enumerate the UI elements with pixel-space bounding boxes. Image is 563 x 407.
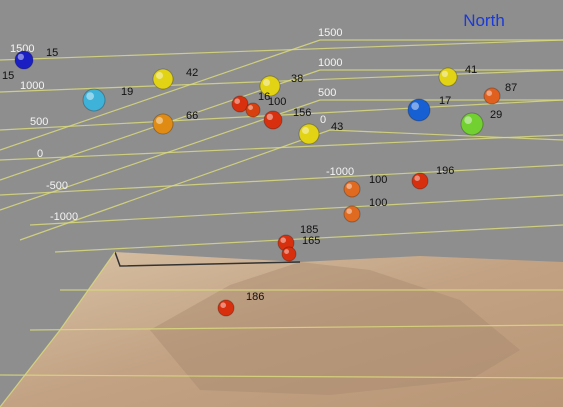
sphere-highlight (234, 98, 240, 104)
sphere-label: 165 (302, 235, 320, 247)
sphere-label: 100 (369, 174, 387, 186)
terrain-shade (150, 262, 520, 395)
sphere-highlight (17, 53, 24, 60)
elevation-label: -1000 (326, 166, 354, 178)
sphere (217, 299, 235, 317)
elevation-label: -500 (46, 180, 68, 192)
sphere (281, 246, 297, 262)
sphere-highlight (220, 302, 226, 309)
sphere-highlight (302, 127, 309, 134)
grid (0, 39, 563, 407)
sphere (82, 88, 106, 112)
sphere (298, 123, 320, 145)
sphere-label: 186 (246, 291, 264, 303)
sphere-label: 66 (186, 110, 198, 122)
elevation-label: 1000 (20, 80, 44, 92)
sphere (152, 68, 174, 90)
elevation-label: 1500 (10, 43, 34, 55)
sphere-label: 100 (268, 96, 286, 108)
sphere-label: 156 (293, 107, 311, 119)
sphere-label: 15 (46, 47, 58, 59)
sphere-label: 29 (490, 109, 502, 121)
sphere-label: 196 (436, 165, 454, 177)
sphere-highlight (266, 113, 273, 120)
sphere (231, 95, 249, 113)
sphere-label: 38 (291, 73, 303, 85)
elevation-label: -1000 (50, 211, 78, 223)
sphere (438, 67, 458, 87)
sphere-highlight (486, 90, 493, 96)
sphere (259, 75, 281, 97)
sphere-highlight (346, 208, 353, 214)
sphere-label: 42 (186, 67, 198, 79)
sphere (407, 98, 431, 122)
sphere-label: 15 (2, 70, 14, 82)
sphere-highlight (284, 249, 289, 254)
sphere (343, 205, 361, 223)
compass-label: North (463, 11, 505, 30)
sphere (343, 180, 361, 198)
sphere-label: 41 (465, 64, 477, 76)
sphere-label: 19 (121, 86, 133, 98)
elevation-label: 1500 (318, 27, 342, 39)
sphere (483, 87, 501, 105)
sphere-highlight (464, 116, 472, 124)
sphere-label: 17 (439, 95, 451, 107)
box-edge (114, 251, 301, 267)
sphere-highlight (263, 79, 270, 86)
elevation-label: 1000 (318, 57, 342, 69)
sphere (245, 102, 261, 118)
sphere (460, 112, 484, 136)
sphere-highlight (346, 183, 353, 189)
sphere-highlight (441, 70, 448, 77)
terrain (0, 252, 563, 407)
sphere-highlight (248, 105, 253, 111)
sphere-highlight (86, 92, 94, 100)
sphere (14, 50, 34, 70)
sphere-highlight (414, 175, 421, 181)
sphere-highlight (156, 72, 163, 79)
sphere (263, 110, 283, 130)
sphere-label: 185 (300, 224, 318, 236)
elevation-label: 0 (37, 148, 43, 160)
sphere (152, 113, 174, 135)
sphere-label: 87 (505, 82, 517, 94)
sphere-highlight (156, 117, 163, 124)
sphere (411, 172, 429, 190)
elevation-label: 500 (318, 87, 336, 99)
elevation-label: 500 (30, 116, 48, 128)
sphere-highlight (411, 102, 419, 110)
sphere-label: 16 (258, 91, 270, 103)
sphere-label: 100 (369, 197, 387, 209)
elevation-label: 0 (320, 114, 326, 126)
sphere-label: 43 (331, 121, 343, 133)
sphere-highlight (280, 237, 287, 243)
